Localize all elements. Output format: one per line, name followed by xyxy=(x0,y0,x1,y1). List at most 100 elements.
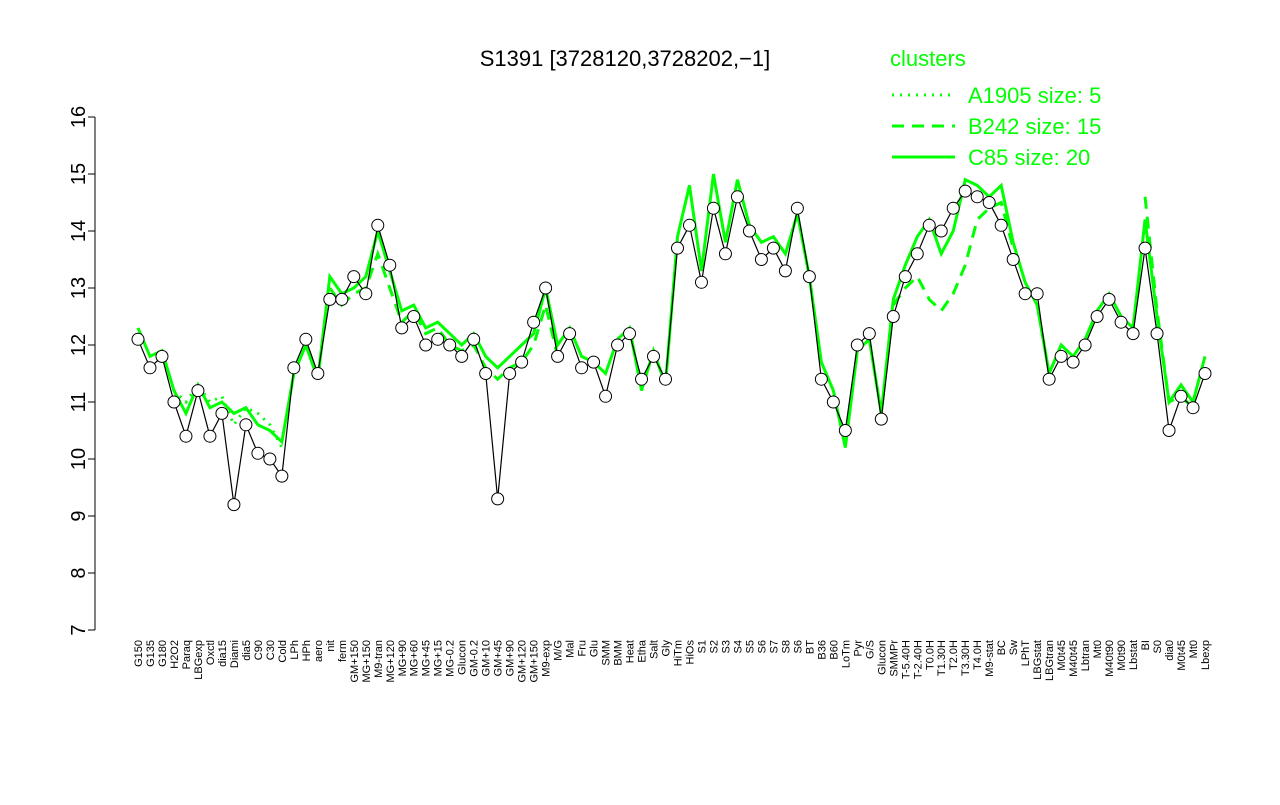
point xyxy=(838,424,852,437)
chart-title: S1391 [3728120,3728202,−1] xyxy=(480,46,771,71)
point xyxy=(275,469,289,483)
point xyxy=(898,270,912,284)
x-tick-label: S7 xyxy=(768,640,780,653)
point xyxy=(778,264,792,278)
x-tick-label: S4 xyxy=(732,640,744,653)
x-tick-label: Pyr xyxy=(852,640,864,657)
point xyxy=(910,247,924,261)
point xyxy=(1114,315,1128,329)
x-tick-label: T-2.40H xyxy=(912,640,924,679)
x-tick-label: BC xyxy=(996,640,1008,655)
x-tick-label: S3 xyxy=(720,640,732,653)
x-tick-label: S5 xyxy=(744,640,756,653)
point xyxy=(323,292,337,306)
point xyxy=(1198,367,1212,380)
y-tick-label: 10 xyxy=(68,448,90,470)
x-tick-label: Salt xyxy=(649,640,661,659)
x-tick-label: G150 xyxy=(133,640,145,667)
x-tick-label: BMM xyxy=(613,640,625,666)
point xyxy=(383,258,397,272)
point xyxy=(587,355,601,369)
x-tick-label: H2O2 xyxy=(169,640,181,669)
x-tick-label: Mt0 xyxy=(1188,640,1200,658)
x-tick-label: T4.0H xyxy=(972,640,984,670)
point xyxy=(814,372,828,386)
point xyxy=(1006,253,1020,266)
point xyxy=(946,201,960,215)
point xyxy=(299,332,313,346)
x-tick-label: S0 xyxy=(1152,640,1164,653)
point xyxy=(647,349,661,363)
x-tick-label: S2 xyxy=(708,640,720,653)
x-tick-label: M9-stat xyxy=(984,640,996,677)
point xyxy=(599,389,613,403)
x-tick-label: Glu xyxy=(589,640,601,657)
point xyxy=(251,446,265,460)
x-tick-label: B36 xyxy=(816,640,828,660)
point xyxy=(1138,241,1152,255)
point xyxy=(802,270,816,284)
point xyxy=(874,412,888,426)
point xyxy=(1018,287,1032,301)
y-tick-label: 16 xyxy=(68,106,90,128)
x-tick-label: T3.30H xyxy=(960,640,972,676)
point xyxy=(1054,349,1068,363)
x-tick-label: aero xyxy=(313,640,325,662)
x-tick-label: G/S xyxy=(864,640,876,659)
x-tick-label: Mt0 xyxy=(1092,640,1104,658)
y-tick-label: 12 xyxy=(68,334,90,356)
point xyxy=(539,281,553,295)
x-tick-label: M0t45 xyxy=(1056,640,1068,671)
x-tick-label: Diami xyxy=(229,640,241,668)
point xyxy=(407,310,421,323)
point xyxy=(467,332,481,346)
x-tick-label: T2.0H xyxy=(948,640,960,670)
point xyxy=(659,372,673,386)
x-tick-label: GM+90 xyxy=(505,640,517,676)
cluster-line xyxy=(328,249,560,382)
point xyxy=(443,338,457,352)
point xyxy=(191,384,205,398)
x-tick-label: Gly xyxy=(661,640,673,657)
point xyxy=(479,367,493,380)
x-tick-label: LBGstat xyxy=(1032,640,1044,680)
x-tick-label: LPh xyxy=(289,640,301,660)
point xyxy=(503,367,517,380)
x-tick-label: MG+90 xyxy=(397,640,409,676)
point xyxy=(227,498,241,512)
x-tick-label: G135 xyxy=(145,640,157,667)
x-tick-label: BI xyxy=(1140,640,1152,650)
x-tick-label: T-5.40H xyxy=(900,640,912,679)
point xyxy=(623,327,637,341)
point xyxy=(1030,287,1044,301)
x-tick-label: dia0 xyxy=(1164,640,1176,661)
point xyxy=(491,492,505,506)
point xyxy=(347,270,361,284)
x-tick-label: GM+150 xyxy=(349,640,361,683)
gene-line xyxy=(137,190,1206,505)
point xyxy=(359,287,373,301)
cluster-line xyxy=(892,200,1015,314)
x-tick-label: Cold xyxy=(277,640,289,663)
x-tick-label: ferm xyxy=(337,640,349,662)
x-tick-label: SMM xyxy=(601,640,613,666)
point xyxy=(742,224,756,238)
y-tick-label: 13 xyxy=(68,277,90,299)
point xyxy=(143,361,157,375)
point xyxy=(575,361,589,375)
x-tick-label: Lbstat xyxy=(1128,640,1140,670)
point xyxy=(1066,355,1080,369)
x-tick-label: Fru xyxy=(577,640,589,657)
point xyxy=(635,372,649,386)
point xyxy=(1174,389,1188,403)
point xyxy=(922,218,936,232)
x-tick-label: T0.0H xyxy=(924,640,936,670)
y-tick-label: 11 xyxy=(68,392,90,413)
point xyxy=(790,201,804,215)
x-tick-label: MG+60 xyxy=(409,640,421,676)
point xyxy=(1102,292,1116,306)
x-tick-label: S6 xyxy=(792,640,804,653)
x-tick-label: HPh xyxy=(301,640,313,661)
point xyxy=(1126,327,1140,341)
point xyxy=(203,429,217,443)
